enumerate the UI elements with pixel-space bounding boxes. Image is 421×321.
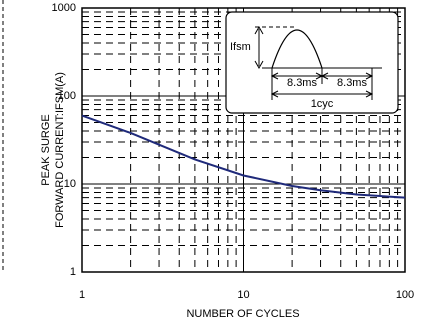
half-sine bbox=[271, 29, 323, 69]
x-tick-label: 100 bbox=[396, 289, 414, 301]
inset-label: 8.3ms bbox=[337, 77, 367, 89]
x-tick-label: 10 bbox=[237, 289, 249, 301]
plot-frame bbox=[81, 7, 406, 273]
y-tick-label: 10 bbox=[64, 178, 76, 190]
x-tick-label: 1 bbox=[79, 289, 85, 301]
y-tick-label: 1000 bbox=[52, 2, 76, 14]
dim-arrows bbox=[270, 72, 374, 98]
inset-label: Ifsm bbox=[230, 41, 251, 53]
curve bbox=[81, 114, 406, 199]
y-tick-label: 1 bbox=[70, 266, 76, 278]
y-tick-label: 100 bbox=[58, 90, 76, 102]
inset-box bbox=[225, 11, 399, 114]
inset-label: 8.3ms bbox=[287, 77, 317, 89]
y-label: PEAK SURGE bbox=[40, 114, 52, 186]
inset-label: 1cyc bbox=[311, 98, 334, 110]
y-label: FORWARD CURRENT:IFSM(A) bbox=[54, 72, 66, 228]
x-label: NUMBER OF CYCLES bbox=[186, 308, 299, 320]
arrow-heads bbox=[254, 25, 264, 70]
